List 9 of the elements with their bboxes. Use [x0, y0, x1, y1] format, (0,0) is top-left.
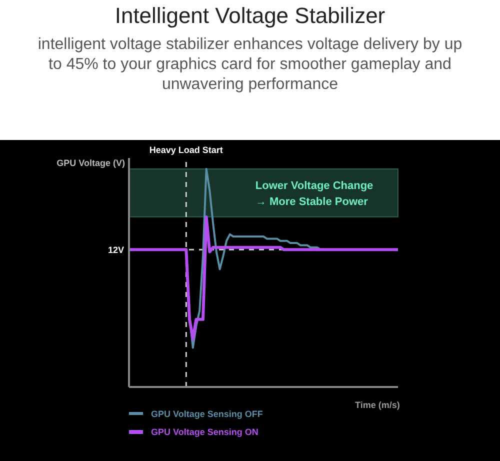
ref-line-label: 12V: [108, 244, 124, 255]
chart-title: Intelligent Voltage Stabilizer: [114, 3, 386, 29]
text: Heavy Load Start: [149, 145, 223, 155]
band-label: Lower Voltage Change → More Stable Power: [255, 180, 374, 208]
legend-label: GPU Voltage Sensing OFF: [151, 409, 263, 419]
x-axis-title: Time (m/s): [355, 400, 400, 410]
chart-subtitle: intelligent voltage stabilizer enhances voltage delivery by up to 45% to your graphics card for smoother gameplay and unwavering performance: [36, 35, 464, 95]
legend-label: GPU Voltage Sensing ON: [151, 427, 258, 437]
y-axis-title: GPU Voltage (V): [56, 158, 125, 168]
